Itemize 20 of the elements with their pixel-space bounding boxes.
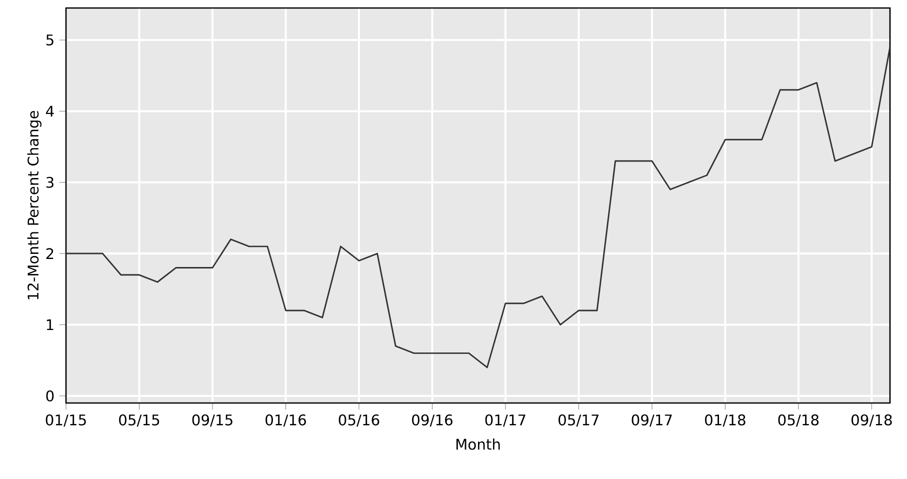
x-tick-label: 05/17 [558, 414, 599, 427]
x-tick-label: 09/15 [192, 414, 232, 427]
x-tick-label: 05/18 [778, 414, 819, 427]
x-tick-label: 01/17 [485, 414, 526, 427]
y-tick-label: 4 [46, 106, 54, 117]
y-tick-label: 2 [46, 248, 54, 259]
x-tick-label: 05/16 [338, 414, 380, 427]
x-tick-label: 09/16 [412, 414, 452, 427]
x-tick-label: 05/15 [119, 414, 160, 427]
y-tick-label: 5 [46, 34, 54, 46]
x-tick-label: 09/18 [852, 414, 892, 427]
y-tick-label: 0 [46, 390, 54, 402]
x-tick-label: 01/15 [46, 414, 86, 427]
y-tick-label: 3 [46, 176, 54, 188]
y-tick-label: 1 [46, 319, 54, 330]
y-axis-title: 12-Month Percent Change [27, 110, 42, 300]
x-tick-label: 09/17 [632, 414, 672, 427]
x-tick-label: 01/16 [266, 414, 306, 427]
x-axis-title: Month [456, 438, 500, 450]
x-tick-label: 01/18 [705, 414, 746, 427]
